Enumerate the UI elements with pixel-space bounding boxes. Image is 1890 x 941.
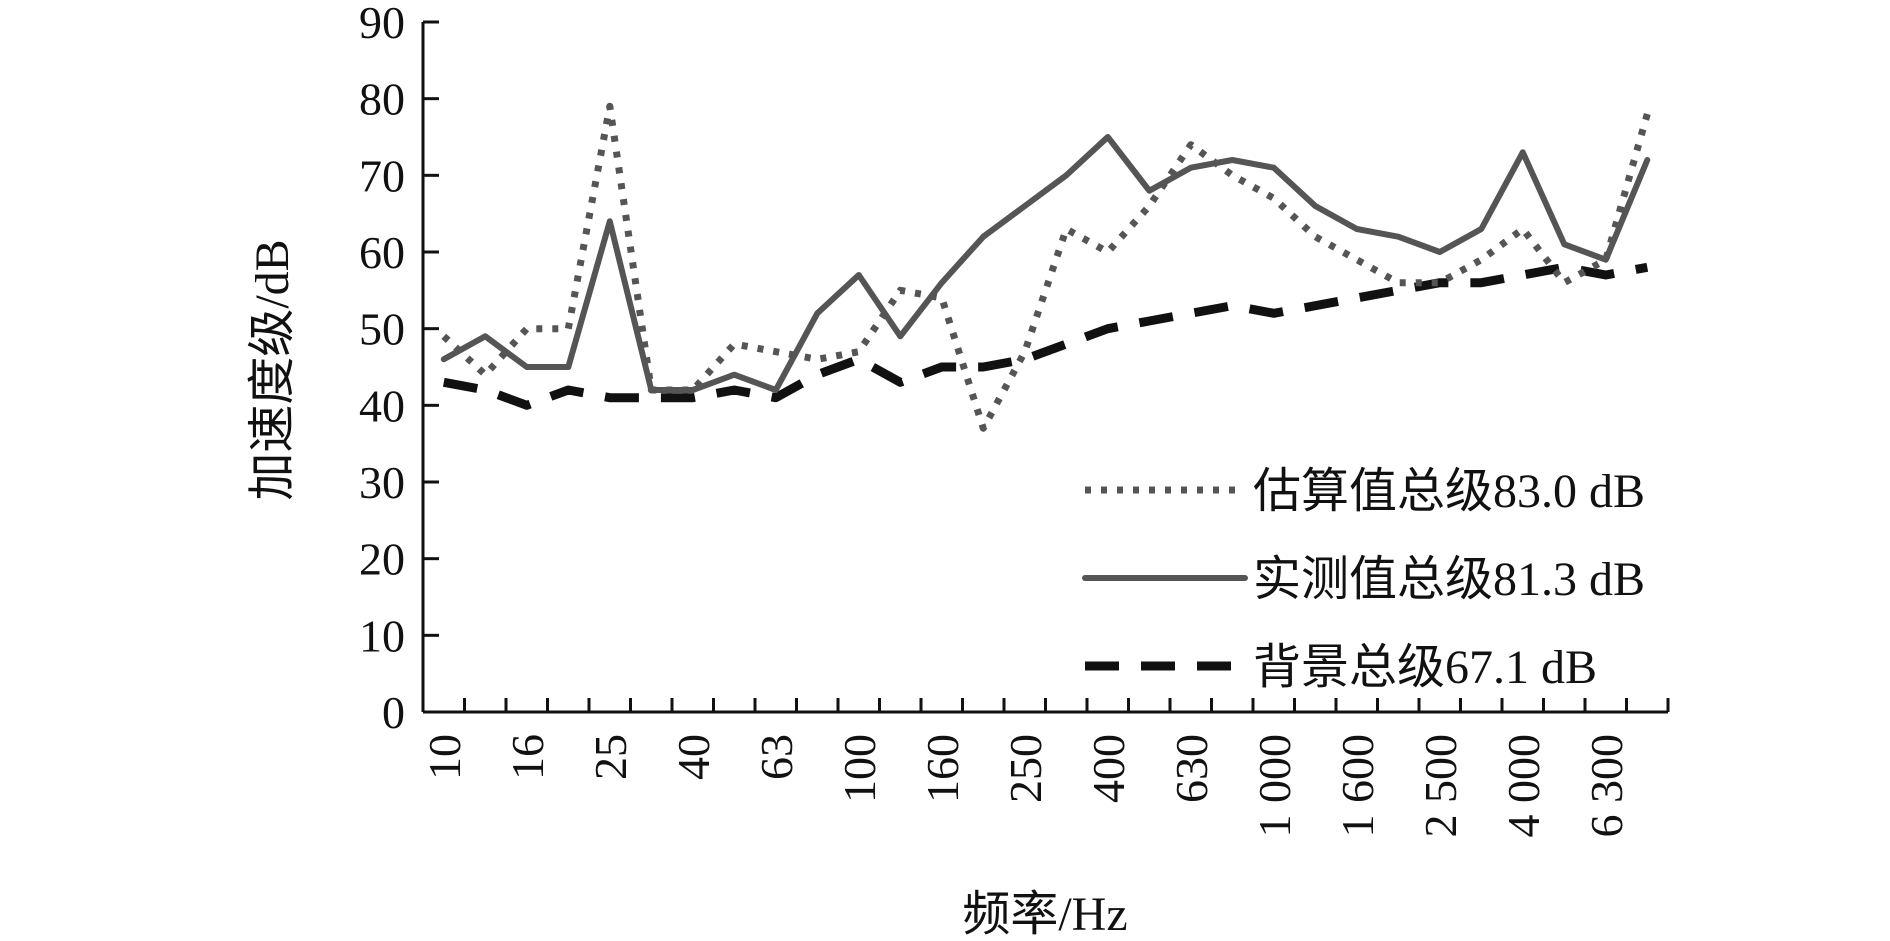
y-tick-label: 90	[359, 0, 405, 48]
x-axis-title: 频率/Hz	[962, 888, 1127, 941]
legend-label-2: 实测值总级81.3 dB	[1253, 553, 1645, 606]
y-tick-label: 50	[359, 304, 405, 355]
y-axis-title: 加速度级/dB	[246, 239, 299, 500]
x-tick-label: 6 300	[1581, 734, 1632, 838]
series-line-1	[441, 102, 1651, 432]
x-tick-label: 63	[751, 734, 802, 780]
x-tick-label: 1 600	[1332, 734, 1383, 838]
y-axis-ticks: 0 10 20 30 40 50 60 70 80 90	[359, 0, 439, 738]
y-tick-label: 30	[359, 457, 405, 508]
x-tick-label: 250	[1000, 734, 1051, 803]
y-tick-label: 40	[359, 380, 405, 431]
series-layer	[440, 102, 1651, 432]
x-tick-label: 2 500	[1415, 734, 1466, 838]
legend-label-1: 估算值总级83.0 dB	[1253, 465, 1645, 518]
series-line-2	[440, 134, 1651, 393]
x-tick-label: 100	[834, 734, 885, 803]
y-tick-label: 0	[382, 687, 405, 738]
series-line-3	[442, 262, 1649, 410]
y-tick-label: 80	[359, 74, 405, 125]
legend-label-3: 背景总级67.1 dB	[1253, 641, 1597, 694]
y-tick-label: 60	[359, 227, 405, 278]
y-tick-label: 20	[359, 534, 405, 585]
x-tick-label: 400	[1083, 734, 1134, 803]
y-tick-label: 10	[359, 610, 405, 661]
x-tick-label: 16	[502, 734, 553, 780]
y-tick-label: 70	[359, 150, 405, 201]
x-tick-label: 40	[668, 734, 719, 780]
x-tick-label: 160	[917, 734, 968, 803]
legend: 估算值总级83.0 dB 实测值总级81.3 dB 背景总级67.1 dB	[1082, 465, 1645, 694]
x-axis-ticks: 10 16 25 40 63 100 160 250 400 630 1 000 1 600 2 500…	[419, 698, 1670, 838]
x-tick-label: 10	[419, 734, 470, 780]
x-tick-label: 1 000	[1249, 734, 1300, 838]
x-tick-label: 25	[585, 734, 636, 780]
x-tick-label: 4 000	[1498, 734, 1549, 838]
x-tick-label: 630	[1166, 734, 1217, 803]
